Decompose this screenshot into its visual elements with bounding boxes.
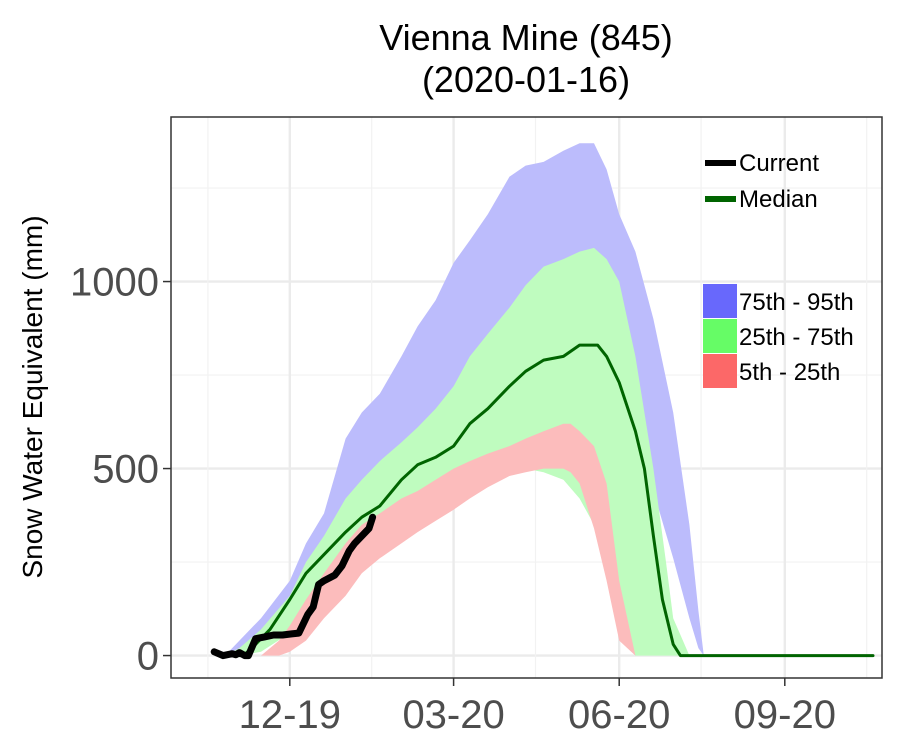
current-series-line: [210, 513, 377, 660]
y-tick-label: 1000: [70, 261, 159, 305]
x-tick-label: 12-19: [239, 693, 341, 737]
y-axis-label: Snow Water Equivalent (mm): [17, 215, 48, 578]
median-series-line: [223, 343, 875, 658]
legend-key-25-75: [703, 319, 737, 353]
y-tick-label: 500: [92, 448, 159, 492]
median-legend-label: Median: [739, 186, 818, 213]
chart-title-line2: (2020-01-16): [422, 59, 630, 100]
legend-label-75-95: 75th - 95th: [739, 289, 854, 316]
x-tick-label: 09-20: [734, 693, 836, 737]
legend-key-75-95: [703, 284, 737, 318]
plot-border: [170, 116, 883, 679]
legend-label-5-25: 5th - 25th: [739, 359, 840, 386]
chart-title-line1: Vienna Mine (845): [379, 17, 673, 58]
legend-key-5-25: [703, 354, 737, 388]
x-tick-label: 06-20: [568, 693, 670, 737]
x-tick-label: 03-20: [402, 693, 504, 737]
y-tick-label: 0: [137, 635, 159, 679]
legend-label-25-75: 25th - 75th: [739, 324, 854, 351]
current-legend-label: Current: [739, 150, 819, 177]
